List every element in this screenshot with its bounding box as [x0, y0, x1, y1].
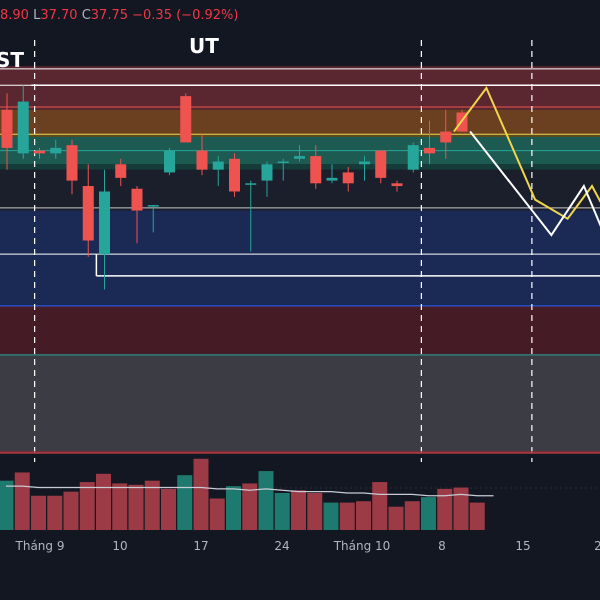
volume-bar — [307, 493, 323, 530]
ut-annotation: UT — [189, 34, 219, 58]
x-tick-label: Tháng 10 — [333, 539, 391, 553]
volume-bar — [0, 480, 14, 530]
candle-body — [310, 156, 322, 184]
volume-bar — [63, 491, 79, 530]
x-tick-label: 10 — [112, 539, 127, 553]
x-tick-label: 24 — [274, 539, 289, 553]
ohlc-legend: 8.90 L37.70 C37.75 −0.35 (−0.92%) — [0, 8, 238, 23]
candle-body — [245, 183, 257, 185]
price-zone — [0, 109, 600, 135]
candle-body — [1, 109, 13, 148]
candle-body — [196, 150, 208, 170]
price-zone — [0, 305, 600, 355]
candle-body — [277, 161, 289, 164]
candle-body — [212, 161, 224, 170]
x-tick-label: 2 — [594, 539, 600, 553]
x-tick-label: 17 — [193, 539, 208, 553]
volume-bar — [274, 493, 290, 530]
ohlc-low-key: L — [33, 8, 41, 23]
volume-bar — [356, 501, 371, 530]
projection-path-white — [469, 130, 600, 237]
volume-ma-line — [6, 485, 494, 497]
candle-body — [82, 186, 94, 241]
volume-bar — [404, 501, 420, 530]
candle-body — [66, 145, 78, 181]
candle-body — [294, 156, 305, 159]
volume-bar — [388, 506, 404, 530]
x-tick-label: Tháng 9 — [15, 539, 65, 553]
price-zone — [0, 164, 600, 170]
volume-bar — [242, 483, 258, 530]
candle-body — [17, 101, 29, 154]
volume-bar — [14, 472, 30, 530]
price-zone — [0, 354, 600, 453]
candle-body — [342, 172, 354, 184]
candle-body — [424, 147, 435, 154]
price-zone — [0, 134, 600, 137]
candle-body — [261, 164, 273, 181]
volume-bar — [144, 480, 160, 530]
volume-bar — [47, 495, 63, 530]
candle-body — [131, 188, 143, 211]
ohlc-low-value: 37.70 — [40, 8, 78, 23]
volume-bar — [421, 497, 436, 530]
candle-body — [359, 161, 370, 165]
volume-bar — [128, 484, 144, 530]
candle-body — [34, 150, 45, 154]
volume-bar — [177, 475, 193, 530]
st-annotation: ST — [0, 48, 25, 72]
candle-body — [164, 150, 175, 173]
projection-path-yellow — [453, 85, 600, 221]
candle-body — [115, 164, 127, 178]
volume-bar — [112, 483, 128, 530]
volume-bar — [469, 502, 485, 530]
candle-body — [229, 158, 240, 192]
volume-bar — [31, 495, 46, 530]
volume-bar — [258, 471, 274, 530]
volume-bar — [291, 490, 306, 530]
volume-bar — [437, 488, 453, 530]
volume-bar — [323, 502, 339, 530]
ohlc-close-key: C — [81, 8, 91, 23]
x-tick-label: 15 — [515, 539, 530, 553]
ohlc-high-partial: 8.90 — [0, 8, 29, 23]
volume-bar — [79, 482, 95, 530]
volume-bar — [226, 486, 241, 530]
candle-body — [375, 150, 387, 178]
ohlc-close-value: 37.75 — [90, 8, 128, 23]
candle-body — [99, 191, 110, 255]
candle-body — [147, 205, 159, 207]
volume-bar — [193, 458, 209, 530]
volume-bar — [161, 488, 176, 530]
candle-body — [180, 96, 192, 143]
candle-body — [326, 177, 338, 181]
volume-bar — [209, 498, 225, 530]
volume-bar — [372, 482, 388, 530]
x-tick-label: 8 — [438, 539, 446, 553]
candle-body — [440, 131, 452, 143]
candle-body — [407, 145, 419, 170]
ohlc-change: −0.35 (−0.92%) — [132, 8, 239, 23]
volume-bar — [339, 502, 355, 530]
price-zone — [0, 66, 600, 110]
candle-body — [50, 147, 62, 154]
volume-bar — [453, 487, 469, 530]
candle-body — [391, 183, 403, 187]
volume-bar — [96, 473, 111, 530]
